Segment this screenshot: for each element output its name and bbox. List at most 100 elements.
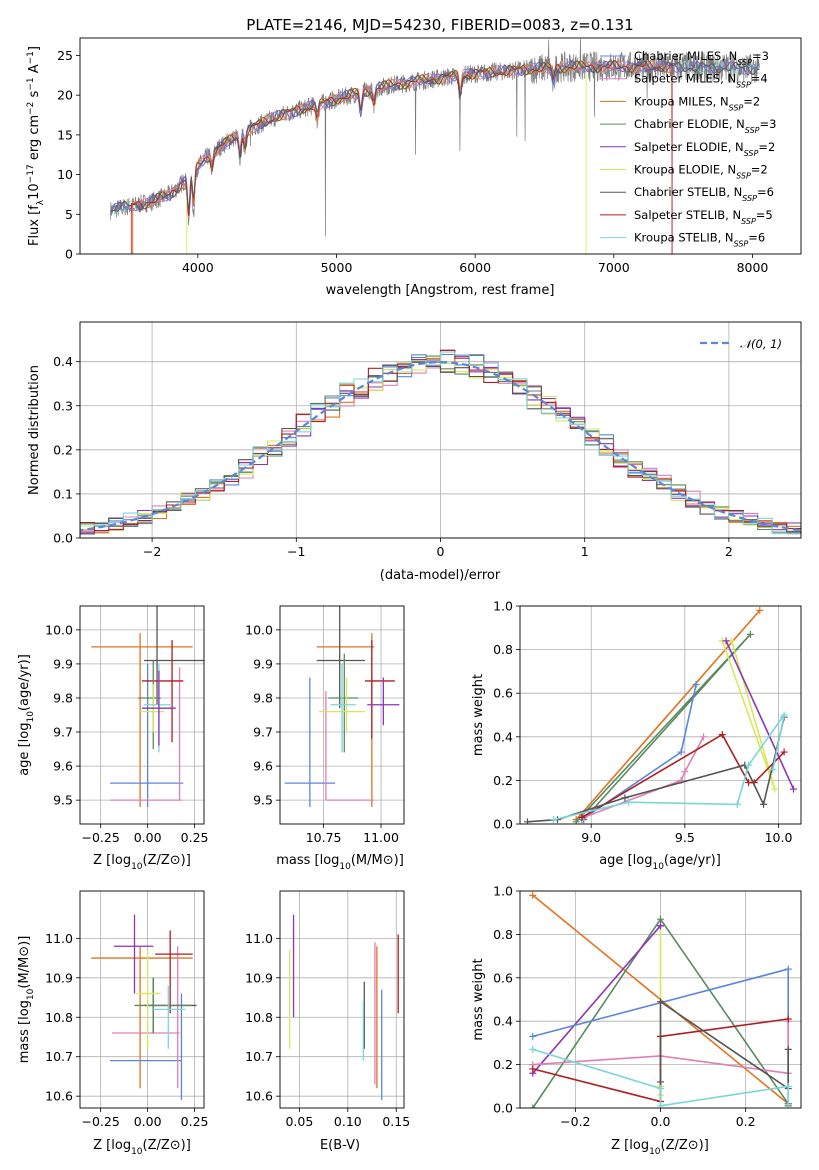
y-label-part: λ — [36, 199, 46, 205]
y-tick-label: 1.0 — [493, 599, 513, 614]
weight-marker — [722, 637, 730, 645]
y-tick-label: 0.2 — [493, 1057, 513, 1072]
label-part: mass [log — [17, 1000, 32, 1063]
y-tick-label: 9.8 — [253, 690, 273, 705]
y-label-part: ] — [27, 46, 42, 51]
weight-marker — [529, 1104, 537, 1108]
weight-marker — [657, 998, 664, 1006]
label-part: (age/yr)] — [17, 654, 32, 711]
weight-marker — [692, 680, 700, 688]
plot-layer — [91, 914, 197, 1101]
y-tick-label: 20 — [57, 88, 73, 103]
y-tick-label: 9.5 — [253, 793, 273, 808]
legend-subscript: SSP — [737, 58, 752, 67]
axes-layer: 4000 5000 6000 7000 8000 0 5 10 15 20 25 wavelength… — [26, 37, 802, 298]
x-tick-label: 6000 — [459, 260, 491, 275]
weight-marker — [529, 891, 537, 899]
x-axis-label: (data-model)/error — [380, 568, 501, 583]
x-tick-label: −2 — [143, 544, 161, 559]
residual-histogram-panel: −2 −1 0 1 2 0.0 0.1 0.2 0.3 0.4 𝒩(0, 1) (data-model… — [27, 321, 802, 583]
y-tick-label: 9.6 — [253, 759, 273, 774]
weight-marker — [572, 818, 580, 824]
x-tick-label: 8000 — [737, 260, 769, 275]
x-tick-label: 0 — [437, 544, 445, 559]
label-part: (M/M⊙)] — [17, 936, 32, 989]
y-tick-label: 0.8 — [493, 642, 513, 657]
plot-layer — [110, 38, 760, 254]
x-tick-label: −0.25 — [82, 1114, 120, 1129]
legend-series-name: Chabrier ELODIE, N — [634, 117, 745, 131]
age-vs-metallicity-panel: −0.25 0.00 0.259.59.69.79.89.910.0Z [log10… — [17, 605, 209, 872]
plot-layer — [289, 914, 399, 1101]
legend-entry: Salpeter ELODIE, NSSP=2 — [634, 140, 775, 158]
x-tick-label: 0.2 — [736, 1114, 756, 1129]
x-tick-label: 0.10 — [334, 1114, 362, 1129]
y-tick-label: 10 — [57, 167, 73, 182]
weight-marker — [780, 748, 788, 756]
weight-line-salpeter-elodie — [532, 925, 662, 1074]
weight-vs-metallicity-panel: −0.2 0.0 0.2 0.0 0.2 0.4 0.6 0.8 1.0 Z [log10(Z/Z… — [471, 884, 802, 1157]
weight-marker — [657, 922, 664, 930]
x-tick-label: 9.5 — [675, 830, 695, 845]
y-label-part: 10 — [27, 183, 42, 200]
x-tick-label: 0.15 — [382, 1114, 410, 1129]
weight-marker — [700, 733, 708, 741]
y-tick-label: 10.6 — [45, 1089, 73, 1104]
weight-marker — [745, 761, 753, 769]
y-tick-label: 10.9 — [45, 970, 73, 985]
weight-marker — [625, 798, 633, 806]
legend-series-name: Kroupa ELODIE, N — [634, 163, 736, 177]
mass-vs-reddening-panel: 0.05 0.10 0.15 10.6 10.7 10.8 10.9 11.0 E(B-V) — [245, 890, 410, 1153]
weight-marker — [771, 785, 779, 793]
y-tick-label: 11.0 — [245, 931, 273, 946]
x-axis-label: Z [log10(Z/Z⊙)] — [611, 1138, 709, 1157]
y-tick-label: 0.0 — [493, 817, 513, 832]
y-tick-label: 10.0 — [45, 622, 73, 637]
legend-series-name: Chabrier STELIB, N — [634, 185, 742, 199]
weight-line-salpeter-miles — [583, 736, 705, 819]
figure-title: PLATE=2146, MJD=54230, FIBERID=0083, z=0… — [246, 16, 633, 34]
y-tick-label: 0.3 — [53, 398, 73, 413]
x-tick-label: 10.0 — [765, 830, 793, 845]
model-spectrum-chabrier-miles — [110, 60, 760, 219]
legend-series-name: Salpeter STELIB, N — [634, 208, 741, 222]
weight-marker — [780, 711, 788, 719]
label-part: (Z/Z⊙)] — [143, 853, 191, 868]
x-axis-label: wavelength [Angstrom, rest frame] — [326, 283, 555, 298]
x-tick-label: 7000 — [598, 260, 630, 275]
label-part: Z [log — [93, 1138, 131, 1153]
plot-layer — [80, 349, 801, 537]
y-label-part: −2 — [26, 102, 36, 115]
y-tick-label: 0.2 — [53, 442, 73, 457]
y-tick-label: 0.4 — [53, 354, 73, 369]
axes-frame — [279, 890, 405, 1109]
legend-series-name: Salpeter ELODIE, N — [634, 140, 744, 154]
weight-marker — [760, 800, 768, 808]
axes-layer: −2 −1 0 1 2 0.0 0.1 0.2 0.3 0.4 𝒩(0, 1) (data-model… — [27, 321, 802, 583]
legend-count: =3 — [752, 49, 769, 63]
plot-layer — [91, 606, 204, 807]
legend-gaussian-label: 𝒩(0, 1) — [740, 337, 782, 351]
y-tick-label: 0.2 — [493, 773, 513, 788]
x-axis-label: mass [log10(M/M⊙)] — [276, 853, 404, 872]
y-tick-label: 9.9 — [253, 656, 273, 671]
y-tick-label: 0.4 — [493, 729, 513, 744]
y-tick-label: 0.4 — [493, 1014, 513, 1029]
weight-marker — [523, 818, 531, 824]
weight-marker — [529, 1032, 537, 1040]
x-axis-label: age [log10(age/yr)] — [599, 853, 721, 872]
x-tick-label: 0.00 — [134, 830, 162, 845]
label-part: mass [log — [276, 853, 339, 868]
weight-marker — [621, 794, 629, 802]
label-part: Z [log — [611, 1138, 649, 1153]
y-axis-label: age [log10(age/yr)] — [17, 654, 36, 776]
weight-marker — [681, 768, 689, 776]
x-tick-label: −0.25 — [82, 830, 120, 845]
legend-entry: Chabrier ELODIE, NSSP=3 — [634, 117, 776, 135]
x-axis-label: Z [log10(Z/Z⊙)] — [93, 1138, 191, 1157]
plot-layer — [523, 606, 798, 824]
legend-series-name: Chabrier MILES, N — [634, 49, 737, 63]
label-subscript: 10 — [26, 711, 36, 723]
weight-marker — [677, 748, 685, 756]
